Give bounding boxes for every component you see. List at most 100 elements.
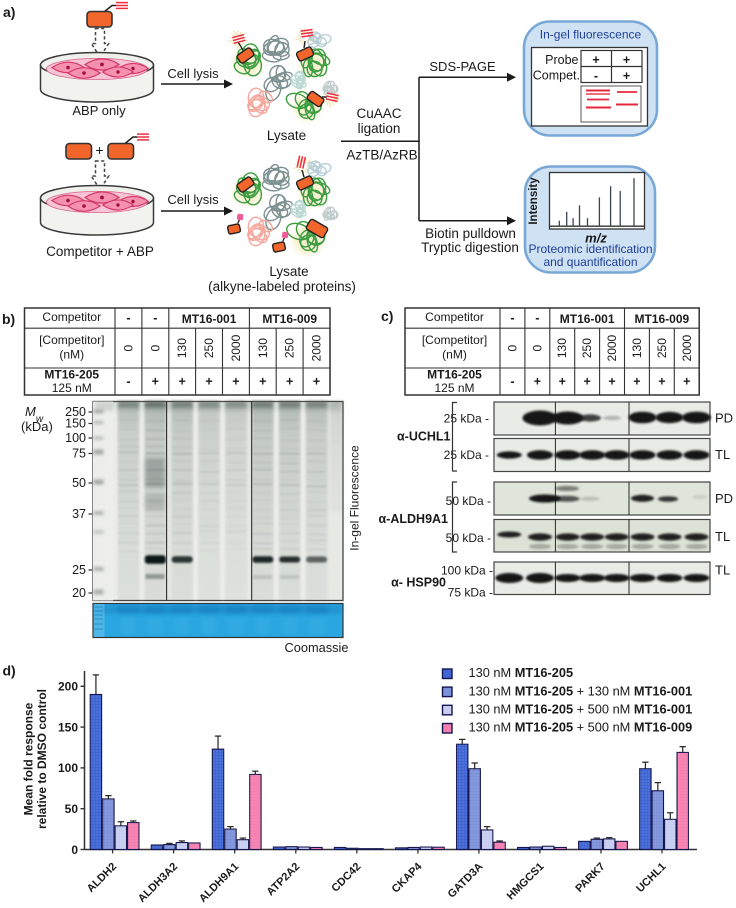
svg-text:[Competitor]: [Competitor] <box>39 333 104 347</box>
svg-text:150: 150 <box>65 417 86 431</box>
svg-text:MT16-009: MT16-009 <box>262 312 317 326</box>
svg-text:+: + <box>313 375 320 389</box>
svg-text:130 nM MT16-205 + 500 nM MT16-: 130 nM MT16-205 + 500 nM MT16-009 <box>469 720 693 735</box>
svg-text:100: 100 <box>65 431 86 445</box>
svg-text:Competitor: Competitor <box>425 310 484 324</box>
svg-text:a): a) <box>3 4 15 20</box>
svg-text:25 kDa -: 25 kDa - <box>444 448 489 462</box>
svg-text:α-UCHL1: α-UCHL1 <box>397 430 451 444</box>
svg-text:75 kDa -: 75 kDa - <box>448 585 493 599</box>
svg-text:MT16-205: MT16-205 <box>44 368 99 382</box>
svg-text:b): b) <box>2 311 15 327</box>
svg-text:125 nM: 125 nM <box>434 381 474 395</box>
svg-text:125 nM: 125 nM <box>52 381 92 395</box>
svg-text:0: 0 <box>530 344 544 351</box>
svg-text:130: 130 <box>256 338 270 358</box>
svg-text:0: 0 <box>506 344 520 351</box>
svg-text:Cell lysis: Cell lysis <box>167 66 219 81</box>
svg-text:-: - <box>153 311 157 325</box>
svg-text:Intensity: Intensity <box>528 177 540 225</box>
svg-text:250: 250 <box>65 405 86 419</box>
svg-text:-: - <box>510 375 514 389</box>
svg-text:SDS-PAGE: SDS-PAGE <box>429 59 496 74</box>
svg-text:250: 250 <box>580 338 594 358</box>
svg-text:Mean fold response: Mean fold response <box>22 702 36 815</box>
svg-text:Compet.: Compet. <box>533 69 580 83</box>
svg-text:50 kDa -: 50 kDa - <box>446 494 491 508</box>
svg-text:+: + <box>658 375 665 389</box>
svg-text:+: + <box>205 375 212 389</box>
svg-text:75: 75 <box>72 447 86 461</box>
svg-text:relative to DMSO control: relative to DMSO control <box>35 689 49 829</box>
svg-text:Lysate: Lysate <box>269 264 308 279</box>
svg-text:Biotin pulldown: Biotin pulldown <box>425 226 516 241</box>
svg-text:200: 200 <box>58 680 78 694</box>
svg-text:Competitor: Competitor <box>42 310 101 324</box>
svg-text:ligation: ligation <box>358 121 401 136</box>
svg-text:Cell lysis: Cell lysis <box>167 192 219 207</box>
svg-text:CuAAC: CuAAC <box>356 106 401 121</box>
svg-text:Probe: Probe <box>545 53 578 67</box>
svg-text:TL: TL <box>715 447 730 462</box>
svg-text:-: - <box>594 69 598 83</box>
svg-text:130: 130 <box>555 338 569 358</box>
svg-text:100: 100 <box>58 761 78 775</box>
svg-text:MT16-009: MT16-009 <box>634 312 689 326</box>
svg-text:+: + <box>583 375 590 389</box>
svg-text:AzTB/AzRB: AzTB/AzRB <box>346 148 417 163</box>
svg-text:MT16-001: MT16-001 <box>182 312 237 326</box>
svg-text:ABP only: ABP only <box>72 103 126 118</box>
svg-text:+: + <box>95 142 103 158</box>
svg-text:α- HSP90: α- HSP90 <box>391 576 446 590</box>
svg-text:2000: 2000 <box>605 334 619 361</box>
svg-text:50: 50 <box>65 802 79 816</box>
svg-text:50: 50 <box>72 476 86 490</box>
svg-text:130: 130 <box>175 338 189 358</box>
svg-text:-: - <box>126 375 130 389</box>
svg-text:+: + <box>179 375 186 389</box>
svg-text:+: + <box>608 375 615 389</box>
svg-text:25: 25 <box>72 563 86 577</box>
svg-text:+: + <box>286 375 293 389</box>
svg-text:+: + <box>232 375 239 389</box>
svg-text:0: 0 <box>71 843 78 857</box>
svg-text:m/z: m/z <box>585 231 607 246</box>
svg-text:α-ALDH9A1: α-ALDH9A1 <box>379 512 449 526</box>
svg-text:150: 150 <box>58 720 78 734</box>
svg-text:PD: PD <box>715 411 733 426</box>
svg-text:-: - <box>535 311 539 325</box>
svg-text:-: - <box>510 311 514 325</box>
svg-text:130 nM MT16-205 + 500 nM MT16-: 130 nM MT16-205 + 500 nM MT16-001 <box>469 702 693 717</box>
svg-text:250: 250 <box>283 338 297 358</box>
svg-text:(kDa): (kDa) <box>21 419 53 434</box>
svg-text:50 kDa -: 50 kDa - <box>446 531 491 545</box>
svg-text:[Competitor]: [Competitor] <box>422 333 487 347</box>
svg-text:(nM): (nM) <box>442 348 467 362</box>
svg-text:+: + <box>259 375 266 389</box>
svg-text:+: + <box>534 375 541 389</box>
svg-text:+: + <box>623 53 630 67</box>
svg-text:In-gel fluorescence: In-gel fluorescence <box>540 28 642 42</box>
svg-text:+: + <box>623 69 630 83</box>
svg-text:2000: 2000 <box>680 334 694 361</box>
svg-text:130 nM MT16-205: 130 nM MT16-205 <box>469 665 574 680</box>
svg-text:25 kDa -: 25 kDa - <box>444 412 489 426</box>
svg-text:(alkyne-labeled proteins): (alkyne-labeled proteins) <box>208 279 356 294</box>
svg-text:0: 0 <box>121 344 135 351</box>
svg-text:In-gel Fluorescence: In-gel Fluorescence <box>348 445 362 551</box>
svg-text:+: + <box>592 53 599 67</box>
svg-text:130: 130 <box>630 338 644 358</box>
svg-text:MT16-001: MT16-001 <box>560 312 615 326</box>
svg-text:Tryptic digestion: Tryptic digestion <box>421 240 519 255</box>
svg-text:MT16-205: MT16-205 <box>427 368 482 382</box>
svg-text:Mw: Mw <box>25 404 44 425</box>
svg-text:0: 0 <box>148 344 162 351</box>
svg-text:Lysate: Lysate <box>267 128 306 143</box>
svg-text:-: - <box>126 311 130 325</box>
svg-text:+: + <box>559 375 566 389</box>
svg-text:100 kDa -: 100 kDa - <box>441 564 493 578</box>
svg-text:2000: 2000 <box>229 334 243 361</box>
svg-text:TL: TL <box>715 529 730 544</box>
svg-text:250: 250 <box>202 338 216 358</box>
svg-text:d): d) <box>3 663 16 679</box>
